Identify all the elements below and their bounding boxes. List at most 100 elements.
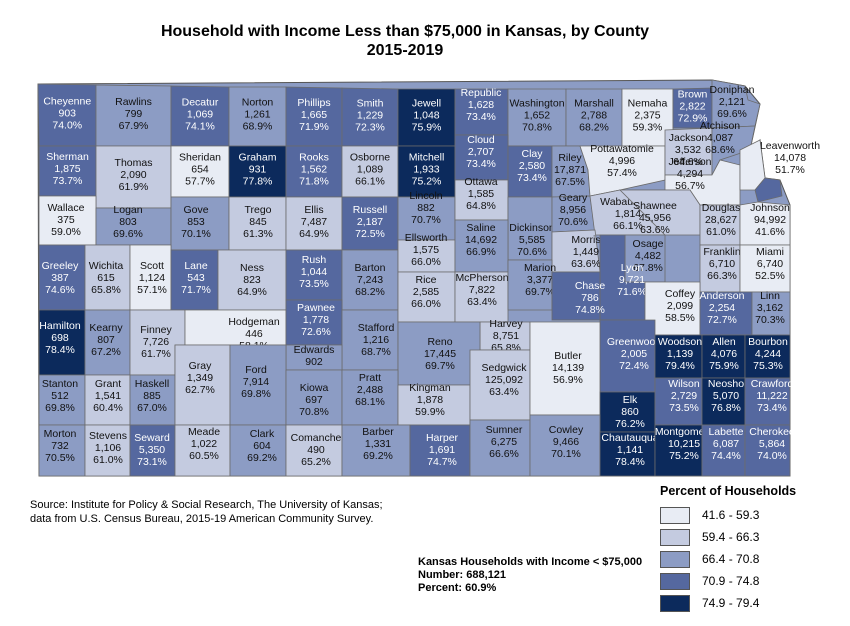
county-name: Cowley [549, 424, 584, 436]
county-percent: 68.2% [355, 286, 385, 298]
county-name: Grant [95, 378, 121, 390]
county-name: Stanton [42, 378, 78, 390]
county-name: Washington [509, 98, 564, 110]
county-percent: 70.8% [299, 406, 329, 418]
county-number: 1,141 [617, 444, 643, 456]
county-percent: 68.6% [705, 144, 735, 156]
source-note: Source: Institute for Policy & Social Re… [30, 498, 410, 526]
county-percent: 76.8% [711, 402, 741, 414]
county-name: Cheyenne [43, 95, 91, 107]
summary-line-1: Kansas Households with Income < $75,000 [418, 556, 643, 568]
county-percent: 65.8% [91, 284, 121, 296]
county-name: Morton [44, 428, 77, 440]
county-number: 902 [305, 356, 323, 368]
county-percent: 52.5% [755, 270, 785, 282]
county-percent: 62.7% [185, 384, 215, 396]
county-percent: 63.6% [571, 258, 601, 270]
summary-line-3: Percent: 60.9% [418, 582, 497, 594]
county-number: 882 [417, 202, 435, 214]
county-name: Comanche [291, 432, 342, 444]
county-name: Brown [678, 88, 708, 100]
county-percent: 61.0% [93, 454, 123, 466]
county-percent: 57.7% [185, 176, 215, 188]
county-number: 3,162 [757, 302, 783, 314]
county-number: 885 [143, 390, 161, 402]
county-number: 4,482 [635, 250, 661, 262]
county-percent: 70.6% [558, 216, 588, 228]
county-name: Gove [183, 204, 208, 216]
county-name: Trego [244, 204, 271, 216]
county-name: Crawford [751, 378, 794, 390]
county-number: 1,665 [301, 109, 327, 121]
county-percent: 67.9% [119, 120, 149, 132]
county-number: 1,814 [615, 208, 641, 220]
county-number: 2,005 [621, 348, 647, 360]
county-percent: 60.5% [189, 450, 219, 462]
county-number: 1,022 [191, 438, 217, 450]
county-number: 8,956 [560, 204, 586, 216]
county-percent: 67.0% [137, 402, 167, 414]
county-number: 4,076 [711, 348, 737, 360]
county-name: Shawnee [633, 200, 677, 212]
county-percent: 61.7% [141, 348, 171, 360]
county-name: Franklin [703, 246, 741, 258]
county-number: 2,729 [671, 390, 697, 402]
county-percent: 78.4% [615, 456, 645, 468]
county-percent: 59.0% [51, 226, 81, 238]
county-number: 1,875 [54, 163, 80, 175]
county-number: 1,044 [301, 266, 327, 278]
county-number: 5,864 [759, 438, 785, 450]
county-percent: 73.4% [466, 158, 496, 170]
county-percent: 72.7% [707, 314, 737, 326]
county-number: 3,532 [675, 144, 701, 156]
county-number: 786 [581, 292, 599, 304]
county-percent: 74.6% [45, 284, 75, 296]
county-number: 4,294 [677, 168, 703, 180]
county-percent: 66.0% [411, 298, 441, 310]
county-percent: 59.9% [415, 406, 445, 418]
county-number: 2,707 [468, 146, 494, 158]
county-percent: 73.5% [299, 278, 329, 290]
county-number: 14,692 [465, 234, 497, 246]
county-percent: 67.8% [633, 262, 663, 274]
county-name: Smith [357, 97, 384, 109]
county-percent: 72.4% [619, 360, 649, 372]
county-number: 6,087 [713, 438, 739, 450]
county-percent: 61.0% [706, 226, 736, 238]
county-name: Osage [633, 238, 664, 250]
county-percent: 58.5% [665, 312, 695, 324]
county-shape [711, 125, 756, 176]
legend-item: 59.4 - 66.3 [660, 528, 810, 546]
county-name: Ellis [304, 204, 323, 216]
county-name: Johnson [750, 202, 790, 214]
county-name: Jefferson [669, 156, 712, 168]
title-line-1: Household with Income Less than $75,000 … [160, 23, 650, 40]
county-percent: 74.8% [575, 304, 605, 316]
county-name: Saline [466, 222, 495, 234]
county-number: 1,575 [413, 244, 439, 256]
county-number: 11,222 [756, 390, 787, 402]
county-number: 543 [187, 272, 205, 284]
county-number: 2,580 [519, 160, 545, 172]
county-name: Ford [245, 364, 267, 376]
county-name: Osborne [350, 152, 390, 164]
county-percent: 66.6% [489, 448, 519, 460]
